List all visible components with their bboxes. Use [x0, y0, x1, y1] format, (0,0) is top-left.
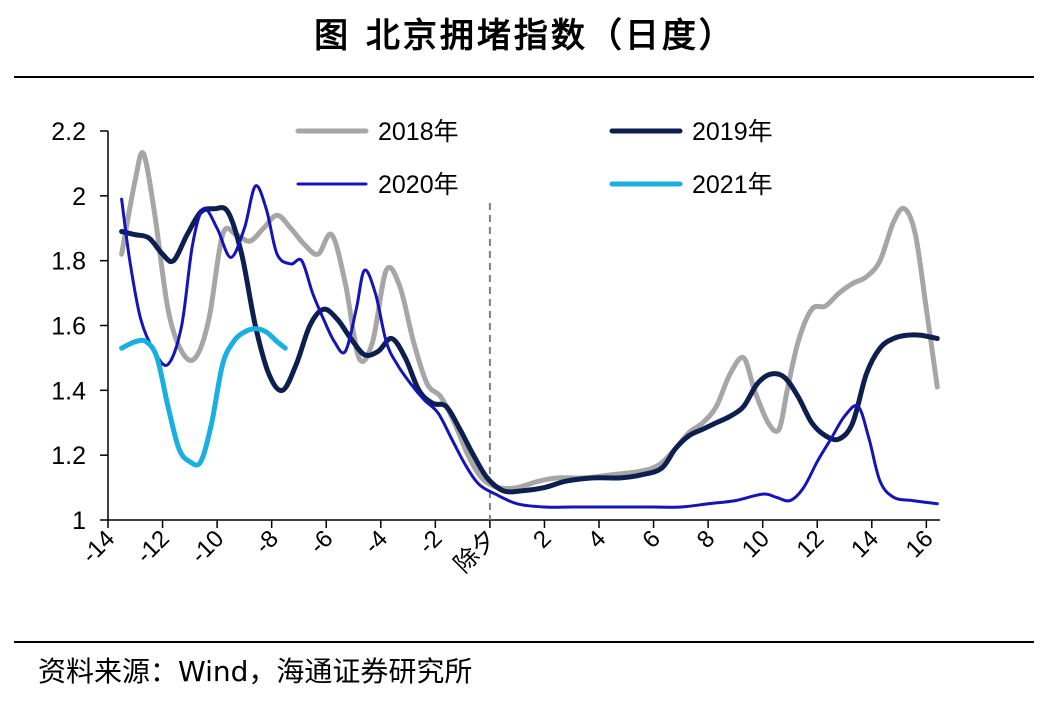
series-line-2018: [119, 150, 940, 492]
x-tick-label: 16: [901, 525, 939, 563]
legend-label: 2018年: [378, 118, 459, 146]
y-tick-label: 1.2: [51, 442, 86, 470]
x-tick-label: 除夕: [449, 525, 502, 578]
source-divider: [14, 641, 1034, 643]
x-tick-label: -6: [304, 525, 338, 559]
y-tick-label: 1.8: [51, 248, 86, 276]
x-tick-label: -12: [131, 525, 175, 569]
title-divider: [14, 76, 1034, 78]
x-tick-label: -2: [413, 525, 447, 559]
legend-label: 2020年: [378, 171, 459, 199]
x-tick-label: 2: [528, 525, 557, 554]
x-tick-label: 12: [792, 525, 830, 563]
source-note: 资料来源：Wind，海通证券研究所: [38, 655, 473, 688]
x-tick-label: 10: [737, 525, 775, 563]
series-line-2021: [119, 326, 288, 468]
chart-title: 图 北京拥堵指数（日度）: [314, 16, 736, 56]
y-tick-label: 1.6: [51, 313, 86, 341]
x-tick-label: 8: [692, 525, 721, 554]
y-tick-label: 2.2: [51, 118, 86, 146]
legend: 2018年 2019年 2020年 2021年: [295, 118, 773, 199]
x-tick-label: -8: [250, 525, 284, 559]
x-tick-label: -10: [186, 525, 230, 569]
x-tick-label: -4: [359, 525, 393, 559]
axes: 2.221.81.61.41.21-14 -12 -10 -8 -6 -4 -2 除夕 2 4 6 8…: [51, 118, 940, 578]
series-line-2020: [120, 184, 939, 509]
x-tick-label: 14: [846, 525, 884, 563]
x-tick-label: 6: [637, 525, 666, 554]
y-tick-label: 1.4: [51, 377, 86, 405]
legend-label: 2019年: [692, 118, 773, 146]
series-layer: [119, 150, 940, 509]
legend-label: 2021年: [692, 171, 773, 199]
y-tick-label: 2: [72, 183, 86, 211]
series-line-2019: [119, 205, 940, 495]
y-tick-label: 1: [72, 507, 86, 535]
x-tick-label: 4: [583, 525, 612, 554]
